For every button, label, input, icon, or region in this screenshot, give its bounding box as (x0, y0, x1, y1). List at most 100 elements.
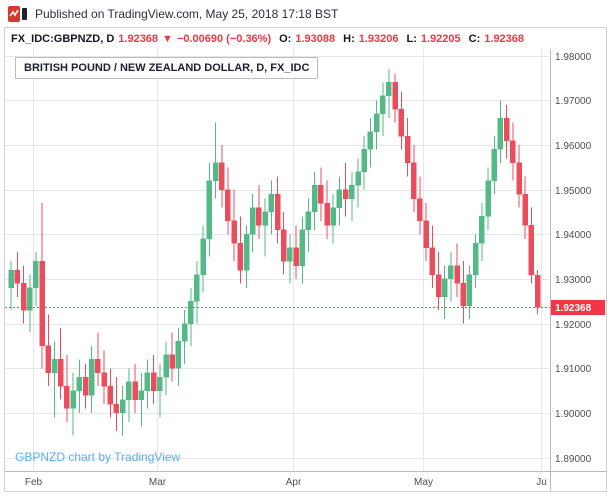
candle-body[interactable] (14, 269, 21, 284)
candle-body[interactable] (113, 403, 120, 414)
candle-body[interactable] (454, 265, 460, 284)
chart-canvas[interactable]: 1.98000 1.97000 1.96000 1.95000 1.94000 1.930… (5, 49, 606, 491)
candle-body[interactable] (64, 385, 70, 409)
candle-body[interactable] (249, 207, 256, 235)
candle-body[interactable] (429, 247, 436, 275)
candle-body[interactable] (311, 184, 318, 213)
chart-title: BRITISH POUND / NEW ZEALAND DOLLAR, D, F… (15, 57, 319, 79)
candle-body[interactable] (8, 269, 14, 289)
candle-body[interactable] (280, 229, 287, 262)
candle-body[interactable] (380, 95, 386, 115)
candle-body[interactable] (88, 359, 95, 396)
y-tick-label: 1.95000 (555, 186, 592, 197)
candle-body[interactable] (256, 207, 262, 226)
candle-body[interactable] (268, 193, 275, 213)
candle-body[interactable] (225, 189, 231, 222)
candle-body[interactable] (150, 372, 157, 391)
candle-body[interactable] (70, 390, 76, 409)
candle-body[interactable] (466, 274, 473, 307)
candle-body[interactable] (237, 243, 244, 271)
candle-body[interactable] (491, 149, 498, 181)
candle-body[interactable] (212, 162, 219, 181)
candle-body[interactable] (27, 287, 33, 311)
candle-body[interactable] (398, 109, 405, 137)
candle-body[interactable] (336, 189, 343, 208)
high-label: H: (343, 32, 355, 45)
candle-body[interactable] (107, 385, 114, 405)
candle-body[interactable] (138, 390, 144, 400)
candle-body[interactable] (219, 162, 225, 190)
candle-body[interactable] (411, 162, 417, 199)
candle-body[interactable] (305, 211, 312, 231)
candle-body[interactable] (200, 238, 206, 275)
candle-body[interactable] (324, 202, 330, 226)
candle-body[interactable] (144, 372, 151, 391)
candle-body[interactable] (435, 274, 442, 298)
time-axis[interactable] (5, 471, 550, 491)
candle-body[interactable] (392, 82, 398, 110)
candle-body[interactable] (373, 113, 380, 132)
candle-body[interactable] (119, 399, 126, 414)
published-text[interactable]: Published on TradingView.com, May 25, 20… (35, 6, 339, 21)
candle-body[interactable] (132, 381, 138, 400)
candle-body[interactable] (479, 216, 485, 244)
candle-body[interactable] (404, 135, 411, 164)
candle-body[interactable] (510, 140, 516, 164)
candle-body[interactable] (497, 117, 504, 150)
candle-body[interactable] (206, 180, 213, 240)
candle-body[interactable] (485, 180, 491, 217)
watermark-link[interactable]: GBPNZD chart by TradingView (15, 450, 181, 464)
candle-body[interactable] (386, 82, 392, 97)
candle-body[interactable] (243, 234, 250, 271)
candle-body[interactable] (448, 265, 454, 280)
candle-body[interactable] (503, 117, 510, 141)
candle-body[interactable] (318, 184, 324, 204)
candle-body[interactable] (417, 198, 423, 222)
candle-body[interactable] (57, 359, 64, 387)
symbol-name: FX_IDC:GBPNZD, D (11, 32, 115, 45)
candle-body[interactable] (51, 359, 58, 374)
candle-body[interactable] (126, 381, 132, 400)
candle-body[interactable] (194, 274, 200, 302)
candle-body[interactable] (349, 184, 355, 199)
candle-body[interactable] (45, 345, 52, 374)
candle-body[interactable] (39, 260, 45, 347)
candle-body[interactable] (460, 283, 467, 307)
grid (5, 49, 550, 471)
candle-body[interactable] (367, 131, 374, 150)
candle-body[interactable] (361, 149, 367, 173)
x-tick-label: Mar (149, 477, 167, 488)
candle-body[interactable] (169, 354, 175, 369)
candle-body[interactable] (472, 243, 479, 275)
candle-body[interactable] (188, 301, 194, 324)
candlestick-series[interactable] (8, 69, 541, 436)
candle-body[interactable] (528, 225, 535, 275)
candle-body[interactable] (95, 359, 101, 374)
candle-body[interactable] (157, 376, 163, 391)
candle-body[interactable] (231, 220, 237, 244)
candle-body[interactable] (342, 189, 349, 199)
candle-body[interactable] (101, 372, 107, 387)
candle-body[interactable] (163, 354, 169, 378)
candle-body[interactable] (441, 278, 448, 298)
candle-body[interactable] (330, 207, 336, 226)
candle-body[interactable] (516, 162, 522, 195)
candle-body[interactable] (82, 376, 89, 396)
candle-body[interactable] (274, 193, 281, 231)
candle-body[interactable] (522, 193, 528, 226)
candle-body[interactable] (181, 323, 188, 342)
candle-body[interactable] (287, 247, 293, 262)
tradingview-logo[interactable] (8, 5, 28, 22)
candle-body[interactable] (299, 229, 306, 266)
candle-body[interactable] (355, 171, 361, 186)
candle-body[interactable] (293, 247, 299, 266)
candle-body[interactable] (33, 260, 39, 289)
candle-body[interactable] (20, 283, 27, 311)
candle-body[interactable] (423, 220, 429, 248)
y-tick-label: 1.92000 (555, 320, 592, 331)
candle-body[interactable] (76, 376, 83, 391)
candle-body[interactable] (262, 211, 268, 226)
price-axis[interactable] (550, 49, 606, 471)
candle-body[interactable] (534, 274, 541, 308)
candle-body[interactable] (175, 341, 182, 369)
